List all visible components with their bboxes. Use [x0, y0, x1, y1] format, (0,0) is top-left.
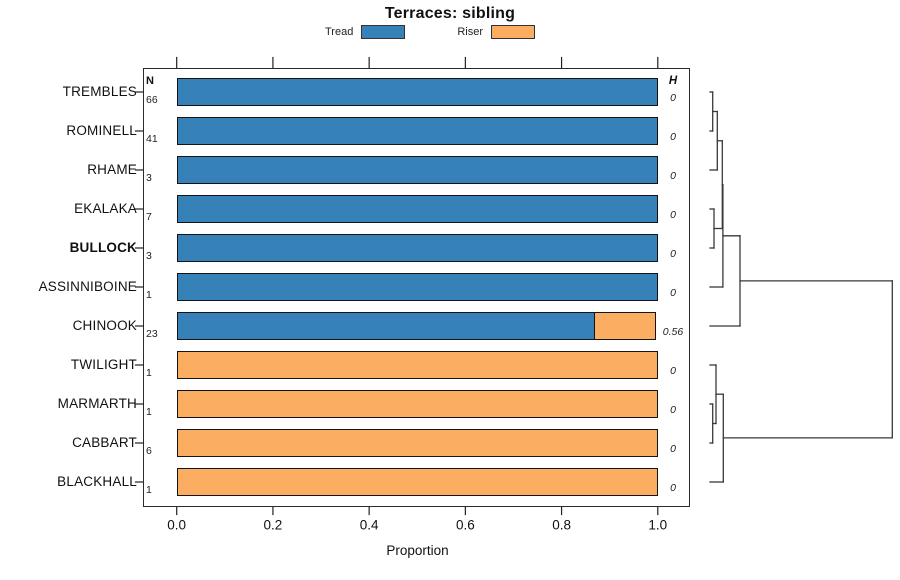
- legend-item-tread: Tread: [325, 25, 406, 39]
- bar-segment-tread: [176, 312, 596, 340]
- x-tick-label: 0.0: [167, 518, 186, 533]
- x-tick-label: 0.8: [552, 518, 571, 533]
- n-value: 23: [146, 327, 158, 340]
- bar-segment-riser: [593, 312, 657, 340]
- h-value: 0: [670, 442, 676, 455]
- riser-swatch-icon: [491, 25, 535, 39]
- row-label-assinniboine: ASSINNIBOINE: [38, 279, 137, 294]
- column-header-n: N: [146, 75, 154, 87]
- n-value: 3: [146, 171, 152, 184]
- bar-segment-riser: [176, 351, 658, 379]
- h-value: 0.56: [662, 325, 684, 338]
- x-axis-label: Proportion: [386, 543, 449, 558]
- x-tick-label: 0.6: [456, 518, 475, 533]
- row-label-chinook: CHINOOK: [72, 318, 137, 333]
- bar-segment-tread: [176, 117, 658, 145]
- n-value: 41: [146, 132, 158, 145]
- legend-label-riser: Riser: [457, 26, 483, 38]
- row-label-bullock: BULLOCK: [69, 240, 137, 255]
- row-label-twilight: TWILIGHT: [70, 357, 137, 372]
- row-label-cabbart: CABBART: [72, 435, 137, 450]
- h-value: 0: [670, 169, 676, 182]
- bar-row-blackhall: [176, 468, 658, 496]
- n-value: 1: [146, 405, 152, 418]
- n-value: 1: [146, 288, 152, 301]
- h-value: 0: [670, 481, 676, 494]
- n-value: 3: [146, 249, 152, 262]
- h-value: 0: [670, 403, 676, 416]
- row-label-rominell: ROMINELL: [66, 123, 137, 138]
- bar-row-twilight: [176, 351, 658, 379]
- bar-segment-tread: [176, 234, 658, 262]
- bar-row-trembles: [176, 78, 658, 106]
- legend-item-riser: Riser: [457, 25, 535, 39]
- bar-segment-tread: [176, 195, 658, 223]
- n-value: 1: [146, 483, 152, 496]
- bar-segment-tread: [176, 156, 658, 184]
- bar-segment-tread: [176, 78, 658, 106]
- bar-segment-tread: [176, 273, 658, 301]
- row-label-rhame: RHAME: [87, 162, 137, 177]
- h-value: 0: [670, 91, 676, 104]
- column-header-h: H: [668, 75, 678, 87]
- bar-segment-riser: [176, 429, 658, 457]
- bar-row-assinniboine: [176, 273, 658, 301]
- bar-row-chinook: [176, 312, 658, 340]
- h-value: 0: [670, 208, 676, 221]
- bar-segment-riser: [176, 468, 658, 496]
- h-value: 0: [670, 286, 676, 299]
- h-value: 0: [670, 247, 676, 260]
- h-value: 0: [670, 364, 676, 377]
- h-value: 0: [670, 130, 676, 143]
- x-tick-label: 0.4: [360, 518, 379, 533]
- x-tick-label: 0.2: [264, 518, 283, 533]
- bar-row-rominell: [176, 117, 658, 145]
- bar-row-ekalaka: [176, 195, 658, 223]
- row-label-ekalaka: EKALAKA: [74, 201, 137, 216]
- row-label-blackhall: BLACKHALL: [57, 474, 137, 489]
- n-value: 6: [146, 444, 152, 457]
- bar-row-marmarth: [176, 390, 658, 418]
- legend-label-tread: Tread: [325, 26, 354, 38]
- row-label-trembles: TREMBLES: [62, 84, 137, 99]
- x-tick-label: 1.0: [648, 518, 667, 533]
- bar-row-cabbart: [176, 429, 658, 457]
- bar-row-rhame: [176, 156, 658, 184]
- tread-swatch-icon: [361, 25, 406, 39]
- row-label-marmarth: MARMARTH: [57, 396, 137, 411]
- n-value: 1: [146, 366, 152, 379]
- legend: Tread Riser: [0, 25, 860, 39]
- bar-row-bullock: [176, 234, 658, 262]
- page-title: Terraces: sibling: [384, 5, 516, 22]
- bar-segment-riser: [176, 390, 658, 418]
- n-value: 66: [146, 93, 158, 106]
- n-value: 7: [146, 210, 152, 223]
